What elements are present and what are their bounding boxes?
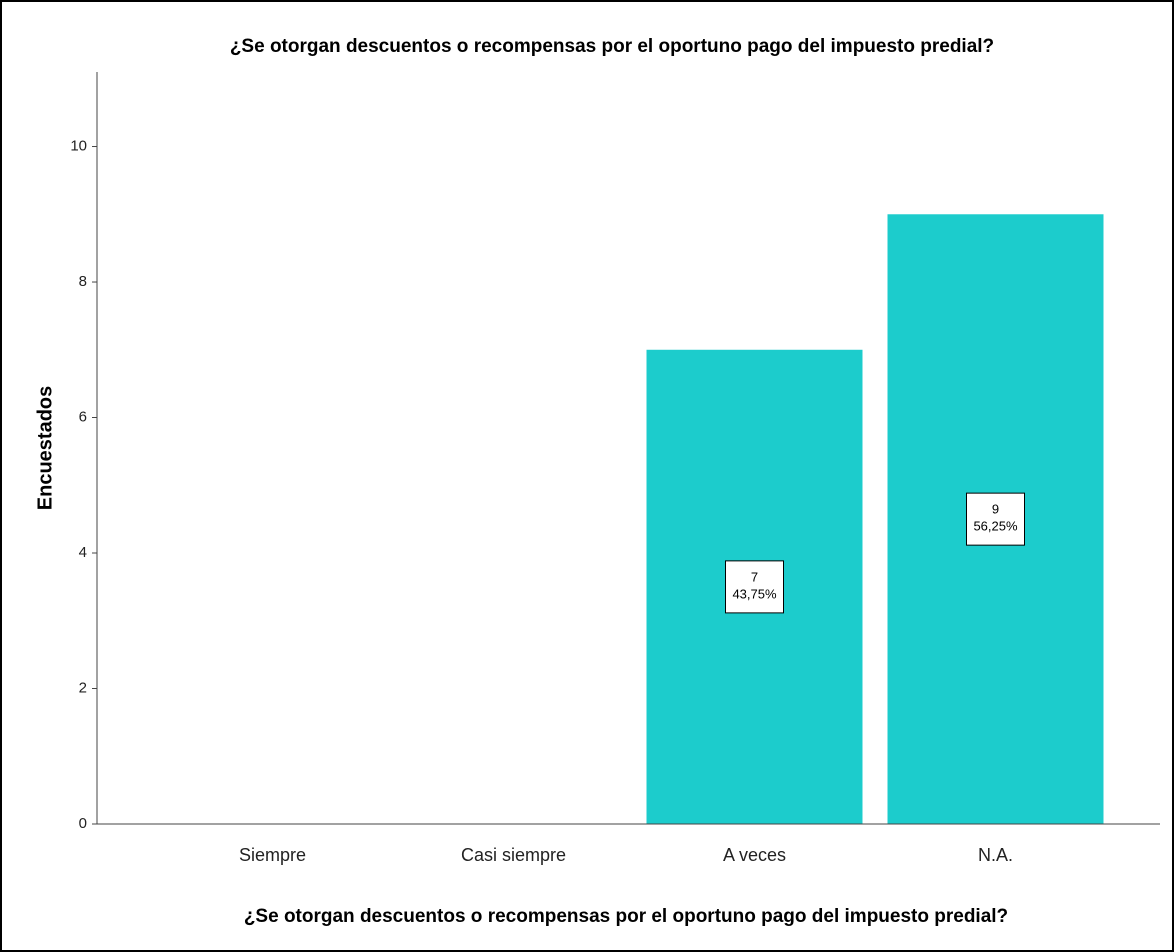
x-tick-label: A veces bbox=[723, 845, 786, 865]
percent-label: 56,25% bbox=[973, 519, 1018, 534]
percent-label: 43,75% bbox=[732, 586, 777, 601]
x-tick-label: Casi siempre bbox=[461, 845, 566, 865]
y-tick-label: 10 bbox=[70, 137, 87, 154]
x-tick-label: Siempre bbox=[239, 845, 306, 865]
y-tick-label: 8 bbox=[79, 273, 87, 290]
y-axis-label: Encuestados bbox=[34, 386, 56, 510]
x-axis-label: ¿Se otorgan descuentos o recompensas por… bbox=[244, 906, 1008, 927]
y-tick-label: 4 bbox=[79, 544, 87, 561]
y-tick-label: 6 bbox=[79, 408, 87, 425]
y-tick-label: 0 bbox=[79, 815, 87, 832]
value-label-box bbox=[966, 492, 1025, 546]
value-label: 7 bbox=[751, 569, 758, 584]
value-label: 9 bbox=[992, 502, 999, 517]
y-tick-label: 2 bbox=[79, 679, 87, 696]
value-label-box bbox=[725, 560, 784, 614]
x-tick-label: N.A. bbox=[978, 845, 1013, 865]
chart-title: ¿Se otorgan descuentos o recompensas por… bbox=[230, 36, 994, 57]
